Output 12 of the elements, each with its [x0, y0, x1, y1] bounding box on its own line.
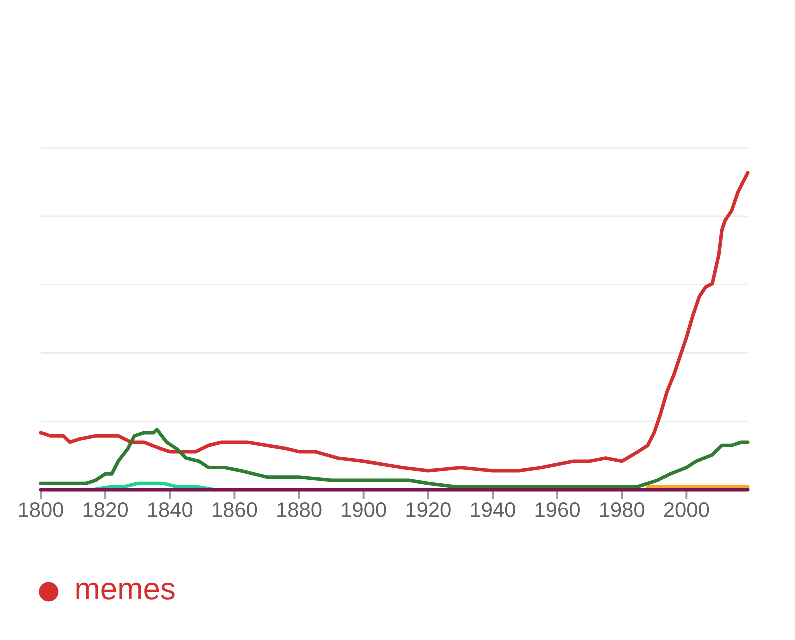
- x-tick-label: 1860: [213, 502, 258, 518]
- x-tick-label: 1920: [406, 502, 451, 518]
- x-tick-label: 1960: [536, 502, 580, 518]
- x-tick-label: 1820: [84, 502, 128, 518]
- x-tick-label: 1880: [278, 502, 322, 518]
- x-tick-label: 1900: [342, 502, 386, 518]
- x-tick-label: 1840: [148, 502, 193, 518]
- x-tick-label: 1940: [471, 502, 516, 518]
- x-tick-label: 1800: [19, 502, 64, 518]
- x-tick-label: 2000: [664, 502, 710, 518]
- x-tick-label: 1980: [600, 502, 645, 518]
- legend-label: memes: [76, 582, 175, 600]
